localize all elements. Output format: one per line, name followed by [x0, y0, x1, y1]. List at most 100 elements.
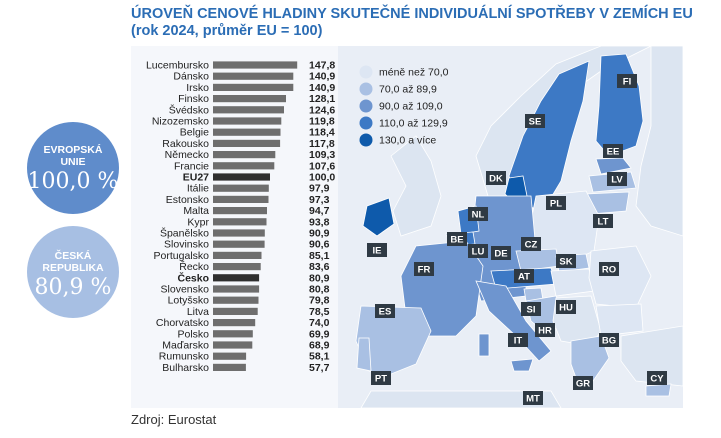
map-label-box [525, 114, 545, 128]
category-label: Česko [177, 271, 209, 284]
bar [213, 151, 276, 159]
category-label: Slovinsko [164, 239, 209, 251]
bar [213, 173, 270, 181]
category-label: Irsko [186, 82, 209, 94]
bar [213, 218, 267, 226]
bar [213, 274, 260, 282]
map-label-box [508, 333, 528, 347]
map-label-ie: IE [373, 246, 382, 257]
map-label-box [607, 172, 627, 186]
bar [213, 341, 253, 349]
map-label-fr: FR [418, 265, 431, 276]
value-label: 97,3 [309, 194, 330, 206]
chart-panel: Lucembursko 147,8 Dánsko 140,9 Irsko 140,9 Fin… [131, 46, 683, 408]
category-label: Chorvatsko [156, 317, 209, 329]
uk-shape [390, 135, 442, 237]
category-label: Finsko [178, 93, 209, 105]
value-label: 147,8 [309, 60, 335, 72]
map-label-box [514, 269, 534, 283]
value-label: 124,6 [309, 104, 335, 116]
category-label: Maďarsko [162, 340, 209, 352]
map-label-lv: LV [611, 175, 623, 186]
category-label: Litva [187, 306, 209, 318]
value-label: 58,1 [309, 351, 330, 363]
map-label-hu: HU [559, 303, 573, 314]
category-label: Německo [165, 149, 210, 161]
bar [213, 229, 265, 237]
map-label-at: AT [518, 272, 530, 283]
category-label: Malta [183, 205, 209, 217]
value-label: 74,0 [309, 317, 330, 329]
legend-swatch [359, 116, 373, 130]
map-label-es: ES [379, 307, 392, 318]
value-label: 107,6 [309, 160, 335, 172]
map-label-box [593, 214, 613, 228]
value-label: 119,8 [309, 116, 335, 128]
ireland-shape [362, 197, 395, 237]
africa-shape [360, 390, 562, 408]
bar [213, 184, 269, 192]
bar [213, 319, 256, 327]
value-label: 140,9 [309, 71, 335, 83]
value-label: 140,9 [309, 82, 335, 94]
legend-label: 130,0 a více [379, 135, 436, 147]
map-label-cz: CZ [525, 240, 538, 251]
value-label: 128,1 [309, 93, 335, 105]
italy-shape [475, 280, 552, 362]
eu-callout-label-line2: UNIE [60, 156, 86, 168]
eu-callout-value: 100,0 % [27, 169, 119, 194]
map-label-box [573, 376, 593, 390]
map-label-sk: SK [559, 257, 572, 268]
category-label: Bulharsko [162, 362, 209, 374]
bar [213, 296, 259, 304]
map-label-fi: FI [623, 77, 631, 88]
value-label: 90,6 [309, 239, 330, 251]
map-label-box [603, 144, 623, 158]
bar [213, 72, 294, 80]
value-label: 69,9 [309, 328, 330, 340]
romania-shape [588, 245, 652, 309]
category-label: Rumunsko [159, 351, 209, 363]
czechia-shape [515, 248, 560, 272]
map-label-box [414, 262, 434, 276]
map-label-box [521, 237, 541, 251]
chart-subtitle: (rok 2024, průměr EU = 100) [131, 23, 323, 39]
bar [213, 139, 281, 147]
category-label: Lotyšsko [168, 295, 210, 307]
bar [213, 83, 294, 91]
portugal-shape [356, 337, 372, 372]
value-label: 57,7 [309, 362, 330, 374]
map-label-box [546, 196, 566, 210]
category-label: Polsko [177, 328, 209, 340]
bar [213, 128, 281, 136]
cz-callout-label-line2: REPUBLIKA [42, 262, 104, 274]
map-label-se: SE [529, 117, 542, 128]
map-label-cy: CY [650, 374, 664, 385]
map-label-be: BE [450, 235, 463, 246]
value-label: 80,8 [309, 284, 330, 296]
legend-swatch [359, 65, 373, 79]
map-label-si: SI [527, 305, 536, 316]
bar [213, 307, 258, 315]
sicily-shape [510, 358, 534, 372]
map-label-ee: EE [607, 147, 620, 158]
bar [213, 251, 262, 259]
map-label-box [556, 254, 576, 268]
bar [213, 95, 286, 103]
value-label: 109,3 [309, 149, 335, 161]
category-label: Estonsko [166, 194, 209, 206]
category-label: Španělsko [160, 227, 209, 240]
map-label-dk: DK [489, 174, 503, 185]
bar [213, 240, 265, 248]
bar-chart: Lucembursko 147,8 Dánsko 140,9 Irsko 140,9 Fin… [131, 46, 338, 408]
category-label: Kypr [187, 216, 209, 228]
legend-label: méně než 70,0 [379, 67, 449, 79]
value-label: 85,1 [309, 250, 330, 262]
estonia-shape [595, 157, 632, 175]
value-label: 97,9 [309, 183, 330, 195]
category-label: Rakousko [162, 138, 209, 150]
map-label-box [556, 300, 576, 314]
category-label: Belgie [180, 127, 209, 139]
map-label-lt: LT [598, 217, 609, 228]
map-label-box [521, 302, 541, 316]
